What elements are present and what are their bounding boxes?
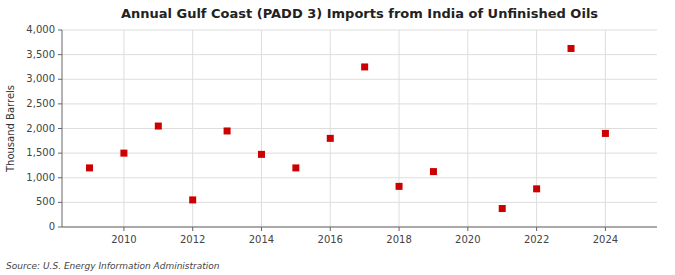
x-tick-label: 2012 <box>180 234 205 245</box>
x-grid-line <box>399 30 400 227</box>
chart-container: 0 500 1,000 1,500 2,000 2,500 3,000 3,500 4,000 2… <box>0 0 675 275</box>
y-grid-line <box>62 153 657 154</box>
point <box>86 164 93 171</box>
y-tick-label: 4,000 <box>26 24 55 35</box>
x-tick <box>399 227 400 231</box>
y-tick <box>58 79 62 80</box>
point <box>224 127 231 134</box>
chart-svg: 0 500 1,000 1,500 2,000 2,500 3,000 3,500 4,000 2… <box>0 0 675 275</box>
y-tick <box>58 30 62 31</box>
title: Annual Gulf Coast (PADD 3) Imports from … <box>121 6 598 21</box>
y-tick <box>58 54 62 55</box>
x-tick <box>261 227 262 231</box>
x-grid-line <box>467 30 468 227</box>
x-tick <box>467 227 468 231</box>
y-grid-line <box>62 227 657 228</box>
x-tick-label: 2018 <box>386 234 411 245</box>
point <box>155 123 162 130</box>
point <box>499 205 506 212</box>
y-tick <box>58 103 62 104</box>
x-tick-label: 2024 <box>593 234 618 245</box>
x-tick <box>605 227 606 231</box>
x-tick <box>330 227 331 231</box>
y-tick <box>58 202 62 203</box>
point <box>120 150 127 157</box>
y-tick-label: 2,500 <box>26 98 55 109</box>
point <box>533 185 540 192</box>
point <box>327 135 334 142</box>
points <box>86 45 609 212</box>
x-grid-line <box>123 30 124 227</box>
y-axis-line <box>62 30 63 227</box>
point <box>189 196 196 203</box>
point <box>292 164 299 171</box>
y-tick-label: 0 <box>49 221 55 232</box>
x-tick <box>192 227 193 231</box>
x-grid-line <box>605 30 606 227</box>
ticks: 0 500 1,000 1,500 2,000 2,500 3,000 3,500 4,000 2… <box>26 24 618 245</box>
x-tick <box>123 227 124 231</box>
x-grid-line <box>261 30 262 227</box>
x-tick <box>536 227 537 231</box>
y-grid-line <box>62 202 657 203</box>
x-tick-label: 2020 <box>455 234 480 245</box>
y-grid-line <box>62 54 657 55</box>
y-tick-label: 1,500 <box>26 147 55 158</box>
point <box>258 151 265 158</box>
y-tick-label: 3,000 <box>26 73 55 84</box>
y-tick-label: 3,500 <box>26 49 55 60</box>
x-axis-line <box>62 227 657 228</box>
y-axis-label: Thousand Barrels <box>5 85 16 173</box>
y-tick <box>58 128 62 129</box>
y-tick <box>58 177 62 178</box>
y-grid-line <box>62 79 657 80</box>
x-tick-label: 2010 <box>111 234 136 245</box>
y-grid-line <box>62 177 657 178</box>
source-note: Source: U.S. Energy Information Administ… <box>6 261 220 271</box>
y-tick-label: 2,000 <box>26 123 55 134</box>
point <box>396 183 403 190</box>
point <box>430 168 437 175</box>
y-tick-label: 500 <box>36 196 55 207</box>
x-grid-line <box>330 30 331 227</box>
y-tick-label: 1,000 <box>26 172 55 183</box>
y-grid-line <box>62 103 657 104</box>
grid <box>62 30 657 227</box>
point <box>568 45 575 52</box>
x-tick-label: 2016 <box>318 234 343 245</box>
y-tick <box>58 227 62 228</box>
point <box>602 130 609 137</box>
y-grid-line <box>62 128 657 129</box>
x-grid-line <box>536 30 537 227</box>
x-tick-label: 2014 <box>249 234 274 245</box>
y-tick <box>58 153 62 154</box>
x-tick-label: 2022 <box>524 234 549 245</box>
point <box>361 63 368 70</box>
y-grid-line <box>62 30 657 31</box>
